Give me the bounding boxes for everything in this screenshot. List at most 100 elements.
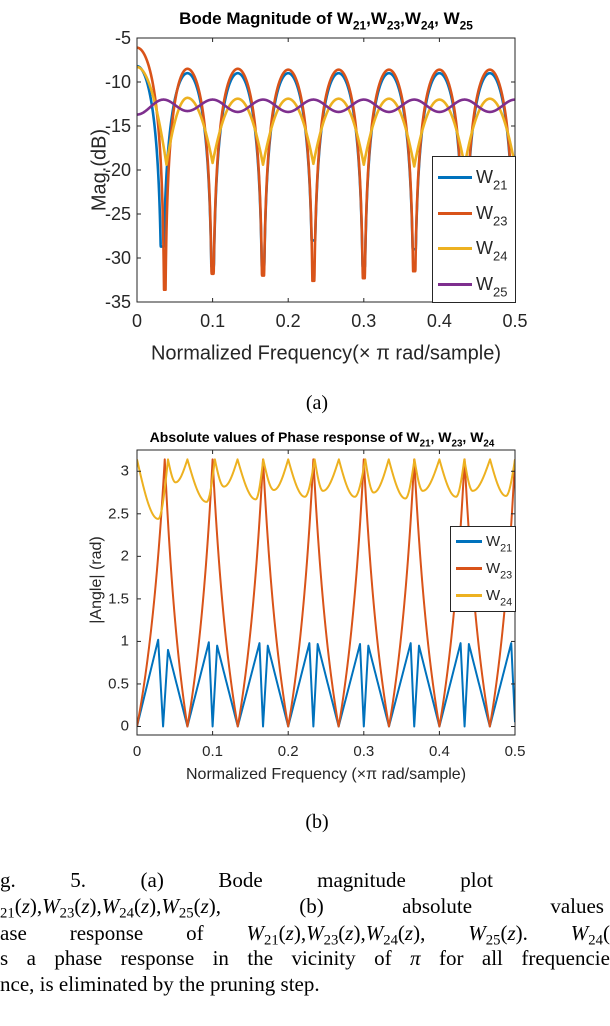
caption-text: of	[374, 946, 392, 970]
caption-word: (a)	[141, 870, 164, 891]
caption-text: ),	[29, 894, 43, 918]
caption-text: 25	[485, 932, 501, 949]
caption-text: 5.	[70, 868, 86, 892]
caption-text: Bode	[218, 868, 263, 892]
legend-label: W25	[476, 274, 507, 298]
legend-label-subscript: 24	[493, 248, 508, 264]
caption-text: a	[26, 946, 36, 970]
caption-text: response	[120, 946, 195, 970]
series-line-W21	[137, 638, 515, 728]
y-axis-label: |Angle| (rad)	[88, 536, 105, 624]
caption-text: (b)	[299, 894, 324, 918]
legend-swatch	[438, 282, 472, 286]
caption-text: 24	[588, 932, 603, 949]
caption-text: ),	[89, 894, 102, 918]
panel-label: (a)	[305, 392, 329, 414]
x-tick-label: 0.1	[202, 743, 224, 760]
chart-title-part: 24	[483, 438, 495, 450]
y-tick-label: -25	[104, 204, 131, 224]
caption-word: W21(z),W23(z),W24(z),	[246, 921, 425, 948]
legend-label: W23	[476, 203, 507, 227]
chart-title-part: , W	[434, 9, 460, 28]
caption-text: z	[81, 894, 90, 918]
y-tick-label: -5	[114, 28, 131, 48]
caption-text: 24	[119, 905, 134, 922]
caption-text: 24	[383, 932, 398, 949]
legend-swatch	[456, 594, 482, 597]
caption-text: values	[550, 894, 604, 918]
y-tick-label: 3	[120, 462, 129, 480]
y-tick-label: -20	[104, 160, 131, 180]
caption-text: (	[14, 894, 22, 918]
y-axis-label: Mag.(dB)	[88, 128, 111, 212]
series-line-W24	[137, 458, 515, 520]
legend-item: W24	[438, 238, 507, 262]
caption-text: z	[507, 921, 516, 945]
caption-text: 23	[323, 932, 339, 949]
caption-text: ase	[0, 921, 27, 945]
caption-text: W	[468, 921, 486, 945]
caption-text: (	[193, 894, 201, 918]
legend: W21 W23 W24 W25	[432, 156, 516, 303]
x-tick-label: 0.4	[428, 743, 450, 760]
caption-word: all	[482, 948, 503, 969]
chart-title-part: ,W	[400, 9, 421, 28]
caption-word: phase	[54, 948, 102, 969]
legend-label-subscript: 21	[500, 542, 513, 555]
caption-text: ),	[353, 921, 366, 945]
legend-item: W24	[456, 587, 512, 608]
caption-text: frequencie	[521, 946, 610, 970]
caption-line: ase response of W21(z),W23(z),W24(z), W25(z)…	[0, 921, 610, 948]
legend-label-subscript: 21	[493, 177, 508, 193]
legend-label-base: W	[476, 167, 493, 187]
caption-text: (	[602, 921, 610, 945]
caption-text: of	[186, 921, 204, 945]
y-tick-label: -35	[104, 292, 131, 312]
caption-text: 21	[0, 905, 15, 922]
chart-title-part: 23	[386, 18, 401, 33]
caption-text: (a)	[140, 868, 164, 892]
caption-text: W	[42, 894, 60, 918]
series-line-W23	[137, 458, 515, 728]
caption-word: values	[550, 896, 604, 917]
y-tick-label: -15	[104, 116, 131, 136]
legend-label-base: W	[476, 238, 493, 258]
legend-label: W21	[486, 533, 512, 554]
legend-swatch	[438, 247, 472, 250]
caption-text: vicinity	[291, 946, 356, 970]
legend-label-subscript: 24	[500, 596, 513, 609]
series-line-W24	[137, 65, 515, 168]
legend-label: W24	[476, 238, 507, 262]
x-tick-label: 0.2	[277, 743, 299, 760]
chart-title-part: 21	[419, 438, 431, 450]
x-tick-label: 0.2	[275, 311, 301, 331]
caption-text: phase	[54, 946, 103, 970]
y-tick-label: 1	[120, 632, 129, 650]
caption-text: 25	[178, 905, 194, 922]
caption-text: W	[570, 921, 589, 945]
caption-word: (b)	[299, 896, 324, 917]
caption-text: ),	[208, 894, 221, 918]
caption-text: (	[133, 894, 141, 918]
caption-text: z	[21, 894, 30, 918]
caption-text: 21	[263, 932, 279, 949]
caption-text: W	[306, 921, 324, 945]
caption-text: for	[438, 946, 464, 970]
caption-text: the	[247, 946, 274, 970]
caption-word: plot	[460, 870, 493, 891]
caption-word: Bode	[218, 870, 262, 891]
legend-label-base: W	[486, 560, 501, 577]
x-tick-label: 0.3	[353, 743, 375, 760]
y-tick-label: -10	[104, 72, 131, 92]
x-tick-label: 0.3	[351, 311, 377, 331]
x-tick-label: 0	[132, 743, 142, 760]
x-tick-label: 0	[131, 311, 143, 331]
caption-line: nce, is eliminated by the pruning step.	[0, 974, 320, 995]
caption-word: a	[27, 948, 36, 969]
caption-word: frequencie	[521, 948, 610, 969]
chart-title-part: , W	[430, 429, 452, 445]
x-tick-label: 0.1	[200, 311, 226, 331]
caption-text: (	[74, 894, 82, 918]
y-tick-label: 0	[120, 717, 129, 735]
legend-item: W21	[456, 533, 512, 554]
